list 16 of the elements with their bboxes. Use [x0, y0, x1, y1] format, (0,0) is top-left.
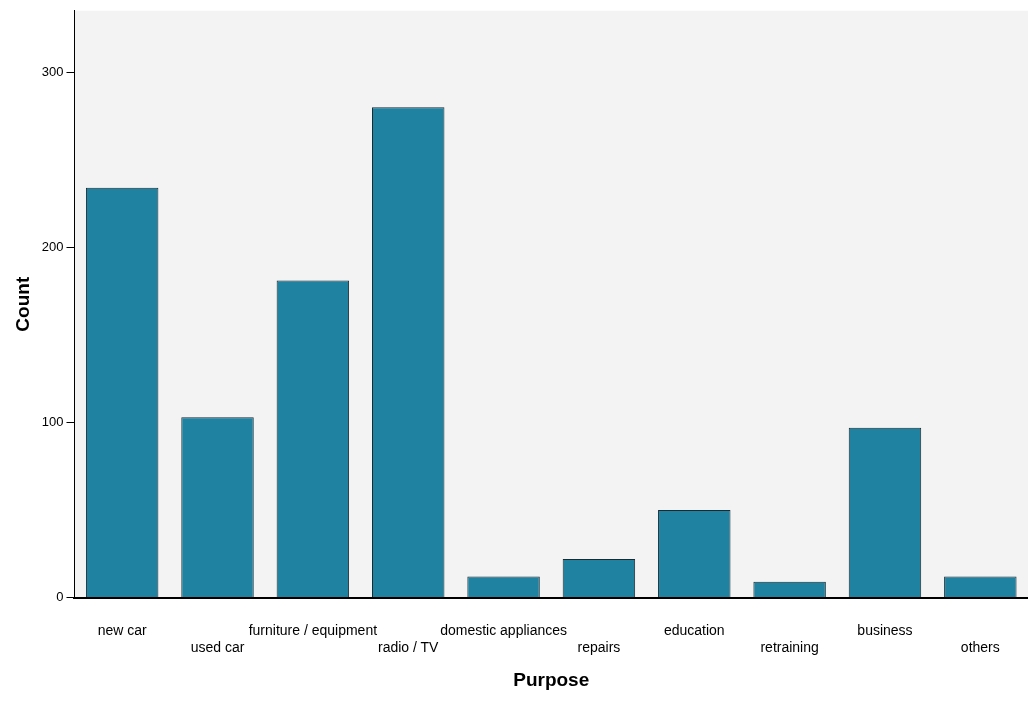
y-tick-label: 300	[41, 63, 64, 79]
x-tick-label: repairs	[577, 638, 621, 655]
x-tick-label: retraining	[760, 638, 819, 655]
y-axis-title: Count	[11, 276, 33, 332]
x-tick-label: used car	[190, 638, 245, 655]
x-tick-label: business	[857, 621, 913, 638]
y-tick-label: 200	[41, 238, 64, 254]
x-axis-title: Purpose	[513, 668, 590, 690]
y-tick-label: 100	[41, 414, 64, 430]
x-tick-label: education	[663, 621, 725, 638]
x-tick-label: new car	[97, 621, 148, 638]
x-tick-label: others	[960, 638, 1000, 655]
x-tick-label: furniture / equipment	[248, 621, 378, 638]
x-tick-label: radio / TV	[378, 638, 440, 655]
x-tick-label: domestic appliances	[440, 621, 567, 638]
y-tick-label: 0	[56, 589, 64, 605]
